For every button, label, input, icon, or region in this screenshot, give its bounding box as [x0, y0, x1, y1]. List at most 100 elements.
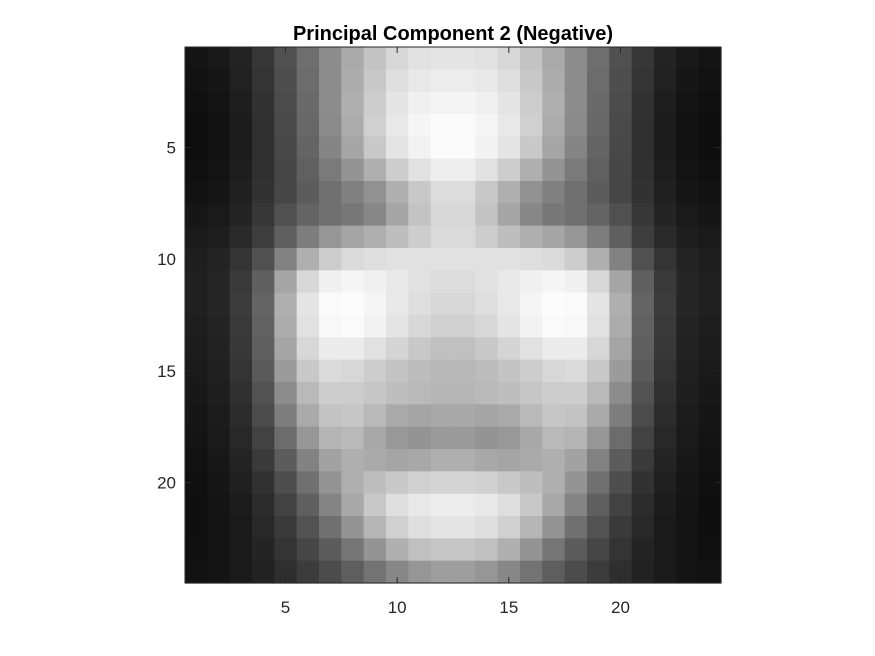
heatmap-cell [475, 337, 499, 361]
heatmap-cell [408, 404, 432, 428]
heatmap-cell [542, 426, 566, 450]
x-tick-label: 20 [611, 598, 630, 617]
heatmap-cell [430, 248, 454, 271]
heatmap-cell [497, 158, 521, 182]
heatmap-cell [207, 493, 231, 517]
heatmap-cell [609, 382, 633, 405]
heatmap-cell [252, 315, 275, 338]
heatmap-cell [185, 449, 208, 472]
heatmap-cell [475, 315, 499, 338]
heatmap-cell [609, 337, 633, 361]
heatmap-cell [430, 449, 454, 472]
heatmap-cell [587, 315, 610, 338]
heatmap-cell [341, 181, 365, 204]
heatmap-cell [698, 538, 722, 562]
heatmap-cell [609, 69, 633, 93]
heatmap-cell [252, 270, 275, 294]
heatmap-cell [609, 315, 633, 338]
heatmap-cell [609, 47, 633, 70]
heatmap-cell [386, 471, 409, 495]
heatmap-cell [520, 404, 543, 428]
heatmap-cell [430, 136, 454, 160]
heatmap-cell [229, 203, 253, 227]
heatmap-cell [497, 203, 521, 227]
heatmap-cell [319, 69, 342, 93]
heatmap-cell [497, 449, 521, 472]
heatmap-cell [386, 538, 409, 562]
heatmap-cell [520, 69, 543, 93]
heatmap-cell [609, 426, 633, 450]
heatmap-cell [363, 426, 387, 450]
heatmap-cell [520, 426, 543, 450]
heatmap-cell [296, 47, 320, 70]
heatmap-cell [676, 248, 700, 271]
heatmap-cell [520, 136, 543, 160]
heatmap-cell [654, 203, 677, 227]
heatmap-cell [654, 471, 677, 495]
heatmap-cell [386, 69, 409, 93]
heatmap-cell [453, 516, 476, 539]
heatmap-cell [363, 47, 387, 70]
y-tick-label: 20 [157, 474, 176, 493]
heatmap-cell [185, 181, 208, 204]
heatmap-cell [363, 292, 387, 316]
heatmap-cell [609, 270, 633, 294]
heatmap-cell [319, 47, 342, 70]
heatmap-cell [386, 516, 409, 539]
heatmap-cell [654, 382, 677, 405]
heatmap-cell [296, 404, 320, 428]
heatmap-cell [698, 203, 722, 227]
heatmap-cell [542, 225, 566, 249]
heatmap-cell [497, 248, 521, 271]
heatmap-cell [207, 270, 231, 294]
heatmap-cell [676, 270, 700, 294]
heatmap-cell [207, 181, 231, 204]
heatmap-cell [520, 47, 543, 70]
heatmap-cell [185, 359, 208, 383]
heatmap-cell [520, 225, 543, 249]
axes-box [184, 46, 722, 584]
heatmap-cell [631, 270, 655, 294]
heatmap-cell [229, 270, 253, 294]
heatmap-cell [631, 471, 655, 495]
heatmap-cell [319, 560, 342, 584]
heatmap-cell [341, 404, 365, 428]
heatmap-cell [185, 69, 208, 93]
heatmap-cell [408, 426, 432, 450]
heatmap-cell [363, 225, 387, 249]
heatmap-cell [609, 560, 633, 584]
heatmap-cell [542, 337, 566, 361]
heatmap-cell [564, 47, 588, 70]
heatmap-cell [319, 136, 342, 160]
heatmap-cell [542, 404, 566, 428]
heatmap-cell [631, 69, 655, 93]
heatmap-cell [341, 136, 365, 160]
heatmap-cell [386, 359, 409, 383]
heatmap-cell [252, 382, 275, 405]
heatmap-cell [207, 158, 231, 182]
heatmap-cell [475, 292, 499, 316]
heatmap-cell [542, 359, 566, 383]
heatmap-cell [296, 181, 320, 204]
heatmap-cell [542, 248, 566, 271]
heatmap-cell [319, 91, 342, 115]
heatmap-cell [698, 225, 722, 249]
heatmap-cell [542, 315, 566, 338]
heatmap-cell [520, 91, 543, 115]
heatmap-cell [542, 471, 566, 495]
heatmap-cell [497, 382, 521, 405]
heatmap-cell [296, 292, 320, 316]
heatmap-cell [185, 248, 208, 271]
heatmap-cell [363, 158, 387, 182]
heatmap-cell [609, 471, 633, 495]
heatmap-cell [274, 359, 298, 383]
heatmap-cell [631, 158, 655, 182]
heatmap-cell [430, 560, 454, 584]
heatmap-cell [319, 158, 342, 182]
y-axis: 5 10 15 20 [157, 139, 721, 493]
heatmap-cell [408, 270, 432, 294]
heatmap-cell [229, 359, 253, 383]
heatmap-cell [185, 292, 208, 316]
heatmap-cell [497, 270, 521, 294]
heatmap-cell [229, 538, 253, 562]
